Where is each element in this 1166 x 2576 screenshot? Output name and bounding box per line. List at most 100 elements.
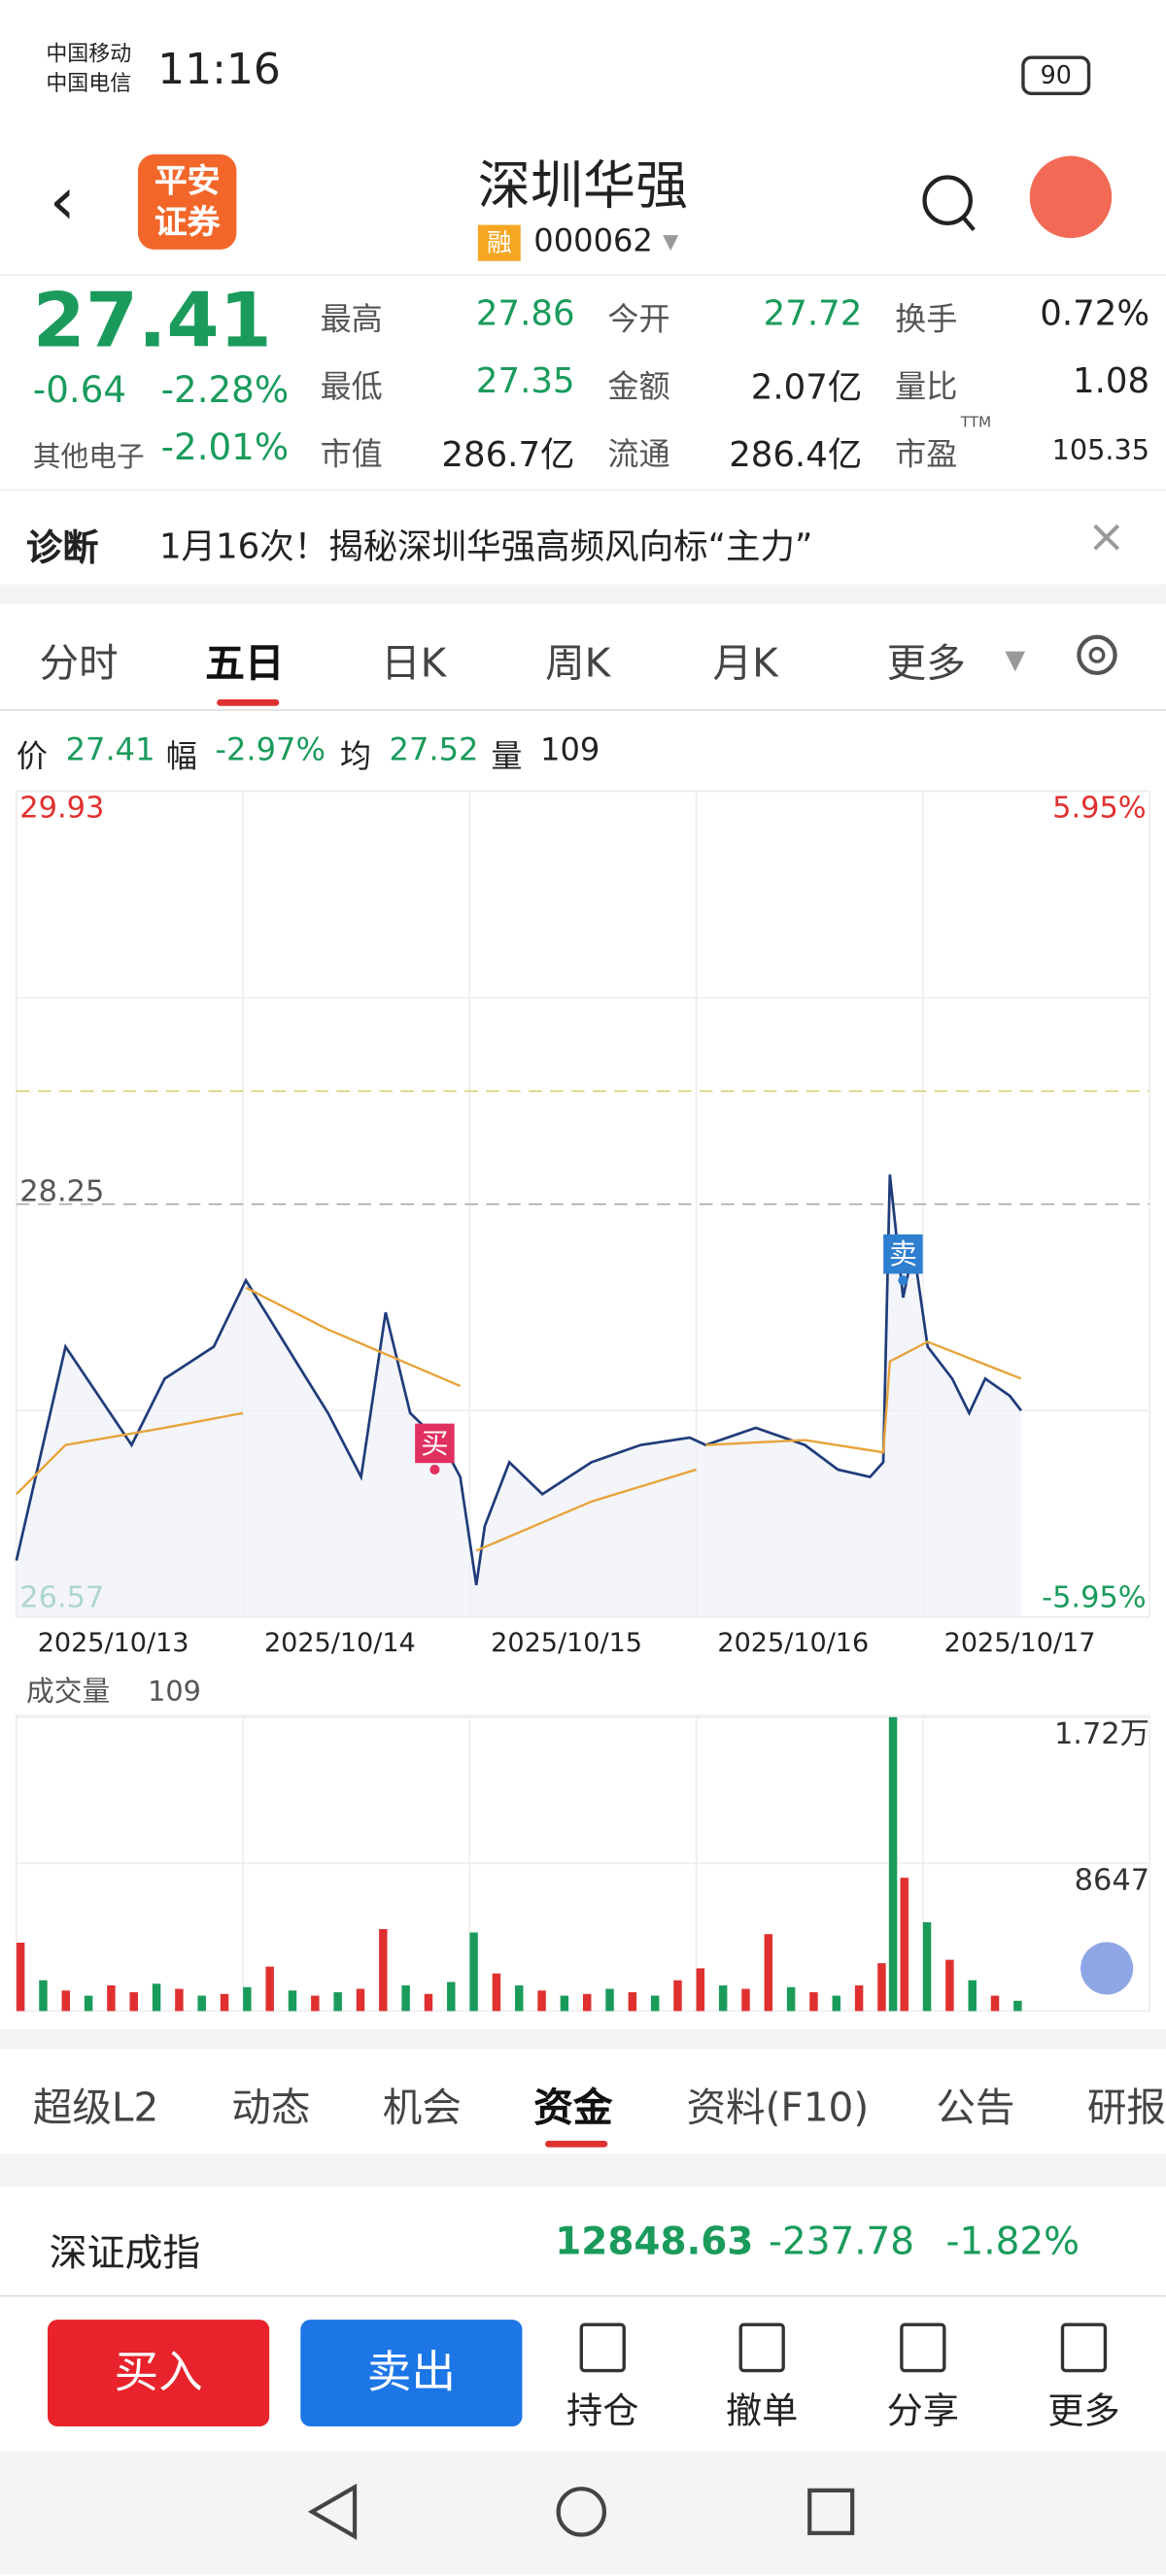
volume-bar — [152, 1983, 161, 2012]
volume-bar — [129, 1992, 138, 2012]
content-tab[interactable]: 超级L2 — [32, 2085, 159, 2131]
index-value: 12848.63 — [555, 2220, 754, 2264]
change: -0.64 — [32, 370, 127, 413]
x-tick-label: 2025/10/15 — [491, 1628, 642, 1658]
diagnosis-text[interactable]: 1月16次！揭秘深圳华强高频风向标“主力” — [158, 526, 813, 567]
nav-home[interactable] — [556, 2487, 607, 2537]
volume-bar — [401, 1984, 410, 2012]
back-button[interactable]: ‹ — [49, 164, 76, 240]
search-handle — [962, 217, 976, 231]
settings-icon[interactable] — [1071, 628, 1123, 681]
y-tick-label: 8647 — [1075, 1863, 1149, 1897]
chart: 2025/10/13 2025/10/14 2025/10/15 2025/10/16… — [15, 790, 1150, 2013]
stock-name: 深圳华强 — [477, 153, 689, 218]
volume-bar — [243, 1986, 252, 2012]
info-item: 均 — [339, 738, 371, 775]
stat-label: 换手 — [895, 301, 958, 339]
search-icon[interactable] — [919, 172, 978, 238]
volume-bar — [16, 1943, 25, 2012]
nav-icons — [307, 2483, 855, 2540]
volume-bar — [786, 1986, 796, 2012]
y-tick-label: 29.93 — [19, 792, 104, 826]
stat-value: 1.08 — [1073, 360, 1150, 401]
info-item: -2.97% — [215, 731, 326, 768]
series-line — [16, 1286, 1022, 1552]
action-button[interactable]: 更多 — [1018, 2322, 1149, 2437]
volume-bar — [888, 1716, 898, 2012]
volume-bar — [582, 1993, 592, 2012]
info-item: 27.41 — [65, 731, 155, 768]
chart-tab[interactable]: 五日 — [205, 640, 285, 687]
content-tab[interactable]: 动态 — [231, 2085, 311, 2131]
volume-bar — [968, 1980, 977, 2012]
spacer — [0, 2153, 1166, 2187]
tab-underline — [217, 698, 280, 706]
y-tick-label: 28.25 — [19, 1174, 104, 1208]
stat-label: 今开 — [607, 301, 670, 339]
chart-tab[interactable]: 分时 — [39, 640, 119, 687]
volume-bar — [809, 1992, 818, 2012]
stat-value: 27.72 — [763, 293, 863, 334]
volume-bar — [515, 1984, 524, 2012]
content-tab[interactable]: 资料(F10) — [686, 2085, 870, 2131]
gear — [1077, 634, 1117, 676]
stat-value: 286.4亿 — [729, 434, 863, 475]
content-tab[interactable]: 研报 — [1086, 2085, 1166, 2131]
carrier-2: 中国电信 — [46, 72, 132, 97]
chart-tab[interactable]: 日K — [381, 640, 447, 687]
chart-tab[interactable]: 周K — [545, 640, 611, 687]
nav-back[interactable] — [307, 2483, 358, 2540]
y-tick-label: 1.72万 — [1054, 1717, 1149, 1751]
price-area — [16, 1174, 1021, 1617]
stat-value: 27.35 — [475, 360, 575, 401]
volume-bar — [764, 1934, 773, 2012]
trade-point — [898, 1275, 909, 1286]
content-tab[interactable]: 公告 — [936, 2085, 1015, 2131]
stat-label: 市盈 — [895, 436, 958, 473]
action-button[interactable]: 分享 — [857, 2322, 988, 2437]
action-icon — [579, 2322, 626, 2373]
content-tab[interactable]: 机会 — [382, 2085, 462, 2131]
info-item: 价 — [16, 738, 49, 775]
stat-label: 市值 — [320, 436, 383, 473]
chart-tab[interactable]: 月K — [712, 640, 778, 687]
volume-bar — [469, 1932, 478, 2012]
x-tick-label: 2025/10/16 — [717, 1628, 869, 1658]
volume-bar — [605, 1988, 614, 2012]
diagnosis-label: 诊断 — [26, 528, 99, 570]
volume-bar — [854, 1984, 864, 2012]
avatar[interactable] — [1029, 155, 1113, 239]
trade-marker — [883, 1234, 923, 1274]
index-change: -237.78 — [768, 2220, 915, 2264]
action-button[interactable]: 撤单 — [697, 2322, 828, 2437]
buy-button[interactable]: 买入 — [48, 2320, 270, 2426]
search-glass — [922, 175, 973, 225]
fullscreen-button[interactable] — [1080, 1942, 1134, 1995]
margin-badge: 融 — [477, 224, 521, 261]
volume-bar — [39, 1980, 48, 2012]
x-tick-label: 2025/10/17 — [944, 1628, 1096, 1658]
close-button[interactable]: × — [1086, 508, 1126, 563]
content-tab[interactable]: 资金 — [533, 2085, 613, 2131]
divider — [0, 489, 1166, 491]
action-icon — [900, 2322, 946, 2373]
volume-bar — [560, 1995, 569, 2012]
tab-more-arrow[interactable]: ▼ — [1005, 643, 1026, 675]
volume-bar — [379, 1928, 388, 2012]
volume-bar — [696, 1968, 705, 2012]
nav-recent[interactable] — [807, 2488, 855, 2535]
divider — [0, 709, 1166, 711]
volume-bar — [900, 1878, 909, 2012]
clock: 11:16 — [157, 46, 281, 96]
stock-code[interactable]: 000062 ▾ — [533, 222, 679, 260]
volume-bar — [107, 1984, 116, 2012]
action-button[interactable]: 持仓 — [537, 2322, 669, 2437]
action-label: 持仓 — [566, 2391, 639, 2433]
chart-tab[interactable]: 更多 — [886, 640, 966, 687]
volume-current: 109 — [148, 1675, 201, 1708]
stat-value: 286.7亿 — [441, 434, 575, 475]
spacer — [0, 584, 1166, 604]
sell-button[interactable]: 卖出 — [300, 2320, 523, 2426]
logo[interactable]: 平安 证券 — [137, 153, 237, 250]
trade-marker — [415, 1423, 455, 1464]
